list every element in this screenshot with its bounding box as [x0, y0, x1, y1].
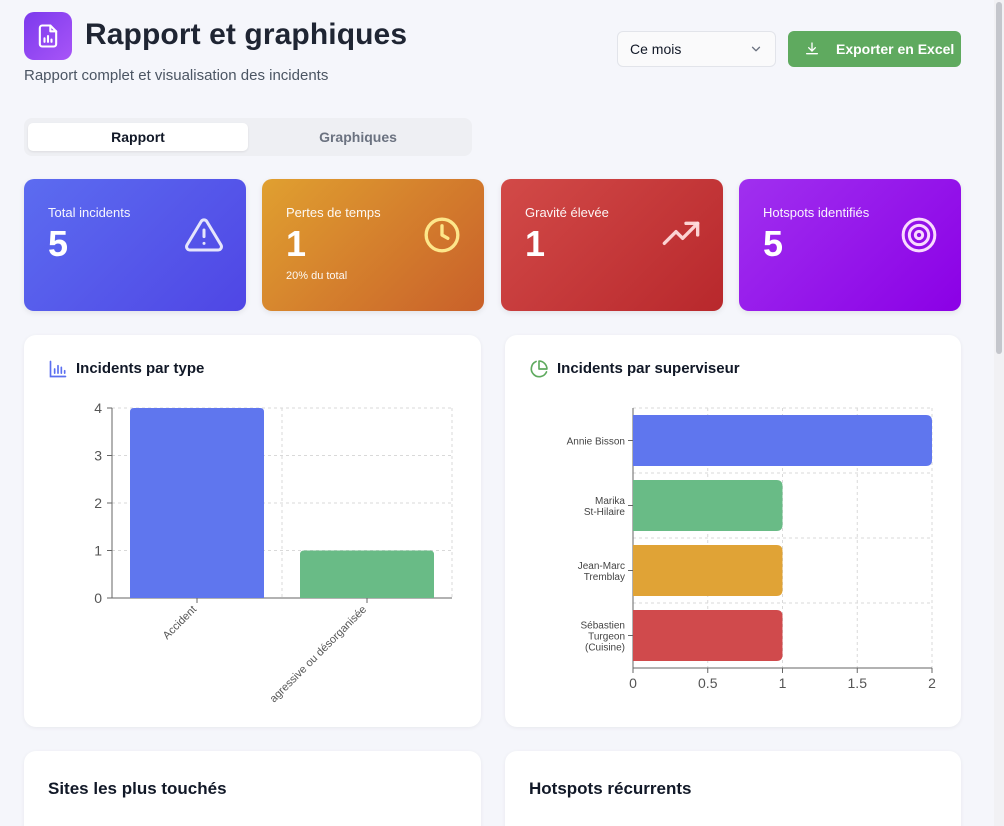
y-tick-label: 2	[94, 495, 102, 511]
type-bar-chart: 0 1 2 3 4 Accident agressive ou désorganisée	[94, 400, 453, 705]
scrollbar-thumb[interactable]	[996, 2, 1002, 354]
bar	[633, 610, 783, 661]
target-icon	[901, 217, 937, 253]
y-tick-label: 1	[94, 543, 102, 559]
download-icon	[806, 42, 818, 55]
y-tick-label-line: Annie Bisson	[567, 437, 625, 448]
bar	[633, 480, 783, 531]
supervisor-chart-title: Incidents par superviseur	[557, 360, 740, 377]
bar	[130, 408, 264, 598]
page-title: Rapport et graphiques	[85, 18, 408, 51]
stat-label: Pertes de temps	[286, 205, 381, 220]
hotspots-title: Hotspots récurrents	[529, 779, 692, 798]
y-tick-label: 3	[94, 448, 102, 464]
y-tick-label-line: Sébastien	[581, 621, 625, 632]
y-tick-label: 0	[94, 590, 102, 606]
report-icon	[24, 12, 72, 60]
stat-label: Gravité élevée	[525, 205, 609, 220]
warning-icon	[185, 218, 223, 252]
y-tick-label: Sébastien Turgeon (Cuisine)	[581, 621, 625, 654]
chevron-down-icon	[751, 46, 761, 52]
stat-label: Hotspots identifiés	[763, 205, 870, 220]
stat-value: 1	[286, 223, 307, 264]
stat-card-total-incidents: Total incidents 5	[24, 179, 246, 311]
y-tick-label-line: (Cuisine)	[585, 643, 625, 654]
page-subtitle: Rapport complet et visualisation des inc…	[24, 67, 329, 84]
export-excel-button[interactable]: Exporter en Excel	[788, 31, 961, 67]
supervisor-chart-panel: Incidents par superviseur 0 0.5 1 1.5 2 Annie…	[505, 335, 961, 727]
y-tick-label: Jean-Marc Tremblay	[578, 561, 625, 583]
x-tick-label: 2	[928, 675, 936, 691]
trending-up-icon	[662, 221, 700, 245]
stat-value: 5	[763, 223, 784, 264]
stat-card-gravite-elevee: Gravité élevée 1	[501, 179, 723, 311]
x-tick-label: agressive ou désorganisée	[268, 604, 369, 705]
tab-graphiques[interactable]: Graphiques	[319, 129, 397, 145]
export-excel-label: Exporter en Excel	[836, 41, 955, 57]
bar	[633, 415, 932, 466]
stat-note: 20% du total	[286, 269, 348, 282]
stat-card-hotspots: Hotspots identifiés 5	[739, 179, 961, 311]
view-tabs: Rapport Graphiques	[24, 118, 472, 156]
page-scrollbar[interactable]	[994, 0, 1004, 826]
bar	[300, 550, 434, 598]
pie-chart-icon	[530, 360, 548, 378]
clock-icon	[424, 217, 460, 253]
y-tick-label-line: Jean-Marc	[578, 561, 625, 572]
page-header: Rapport et graphiques Rapport complet et…	[24, 12, 964, 92]
x-tick-label: 1	[779, 675, 787, 691]
x-tick-label: 0	[629, 675, 637, 691]
bar-chart-icon	[49, 360, 67, 378]
y-tick-label-line: Marika	[595, 496, 625, 507]
stat-label: Total incidents	[48, 205, 131, 220]
y-tick-label: Marika St-Hilaire	[584, 496, 626, 518]
period-select[interactable]: Ce mois	[617, 31, 776, 67]
x-tick-label: Accident	[161, 604, 199, 642]
stat-value: 5	[48, 223, 69, 264]
supervisor-bar-chart: 0 0.5 1 1.5 2 Annie Bisson Marika St-Hilaire Jea…	[567, 407, 936, 691]
stat-card-pertes-de-temps: Pertes de temps 1 20% du total	[262, 179, 484, 311]
y-tick-label: 4	[94, 400, 102, 416]
tab-rapport[interactable]: Rapport	[28, 123, 248, 151]
x-tick-label: 1.5	[848, 675, 868, 691]
bar	[633, 545, 783, 596]
sites-title: Sites les plus touchés	[48, 779, 227, 798]
type-chart-panel: Incidents par type 0 1 2 3 4 Accident agressiv…	[24, 335, 481, 727]
y-tick-label: Annie Bisson	[567, 437, 625, 448]
y-tick-label-line: Turgeon	[588, 632, 625, 643]
x-tick-label: 0.5	[698, 675, 718, 691]
type-chart-title: Incidents par type	[76, 360, 205, 377]
y-tick-label-line: St-Hilaire	[584, 507, 626, 518]
stat-value: 1	[525, 223, 546, 264]
hotspots-panel: Hotspots récurrents	[505, 751, 961, 826]
y-tick-label-line: Tremblay	[584, 572, 625, 583]
period-select-value: Ce mois	[630, 41, 682, 57]
sites-panel: Sites les plus touchés	[24, 751, 481, 826]
